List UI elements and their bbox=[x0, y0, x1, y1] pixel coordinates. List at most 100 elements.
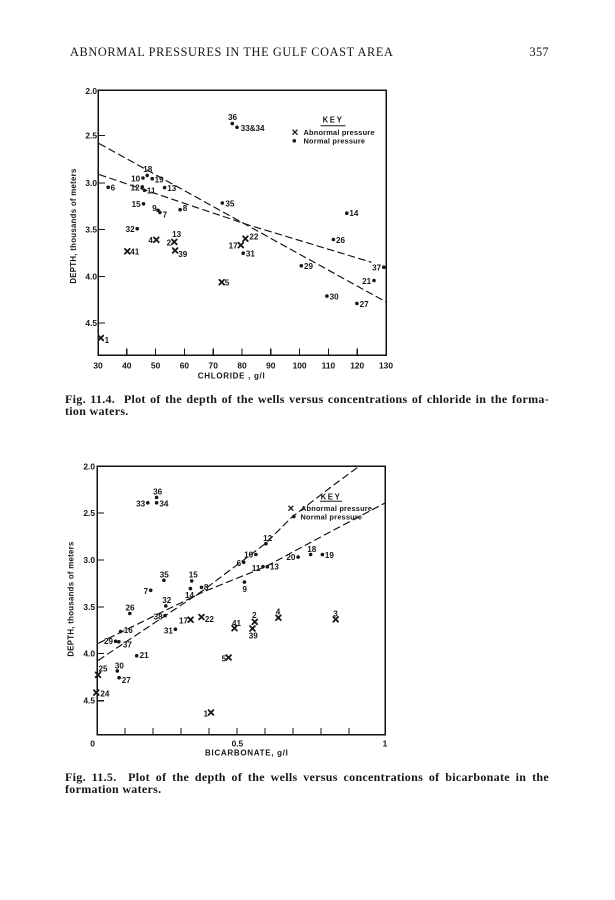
svg-text:26: 26 bbox=[336, 236, 346, 245]
svg-text:4.0: 4.0 bbox=[85, 272, 97, 282]
svg-text:33&34: 33&34 bbox=[241, 124, 265, 133]
svg-text:21: 21 bbox=[140, 651, 150, 660]
svg-text:17: 17 bbox=[179, 617, 189, 626]
svg-text:6: 6 bbox=[237, 559, 242, 568]
svg-text:25: 25 bbox=[98, 664, 108, 673]
svg-text:4: 4 bbox=[148, 236, 153, 245]
svg-text:5: 5 bbox=[222, 654, 227, 663]
svg-text:Abnormal pressure: Abnormal pressure bbox=[301, 504, 372, 513]
svg-text:2: 2 bbox=[167, 239, 172, 248]
svg-text:90: 90 bbox=[266, 361, 276, 371]
svg-text:4.0: 4.0 bbox=[83, 649, 95, 659]
svg-text:2: 2 bbox=[252, 611, 257, 620]
svg-text:37: 37 bbox=[123, 641, 133, 650]
svg-text:36: 36 bbox=[228, 113, 238, 122]
svg-text:30: 30 bbox=[330, 293, 340, 302]
svg-text:KEY: KEY bbox=[323, 116, 344, 125]
svg-text:2.0: 2.0 bbox=[85, 86, 97, 96]
svg-text:4: 4 bbox=[276, 608, 281, 617]
svg-text:35: 35 bbox=[160, 570, 170, 579]
svg-text:8: 8 bbox=[204, 583, 209, 592]
svg-text:6: 6 bbox=[111, 184, 116, 193]
svg-text:30: 30 bbox=[93, 361, 103, 371]
svg-text:70: 70 bbox=[209, 361, 219, 371]
svg-text:29: 29 bbox=[104, 637, 114, 646]
svg-text:39: 39 bbox=[178, 250, 188, 259]
svg-text:13: 13 bbox=[172, 230, 182, 239]
svg-text:19: 19 bbox=[325, 551, 335, 560]
svg-text:110: 110 bbox=[322, 361, 336, 371]
svg-text:0: 0 bbox=[90, 739, 95, 749]
svg-text:DEPTH, thousands of meters: DEPTH, thousands of meters bbox=[67, 541, 76, 657]
svg-text:DEPTH, thousands of meters: DEPTH, thousands of meters bbox=[69, 168, 78, 284]
svg-text:1: 1 bbox=[105, 336, 110, 345]
svg-text:0.5: 0.5 bbox=[232, 739, 244, 749]
svg-text:36: 36 bbox=[153, 488, 163, 497]
svg-text:40: 40 bbox=[122, 361, 132, 371]
svg-text:1: 1 bbox=[203, 710, 208, 719]
svg-text:30: 30 bbox=[115, 661, 125, 670]
svg-text:15: 15 bbox=[132, 200, 142, 209]
svg-text:11: 11 bbox=[252, 564, 261, 573]
svg-text:60: 60 bbox=[180, 361, 190, 371]
svg-text:3.5: 3.5 bbox=[83, 602, 95, 612]
svg-text:120: 120 bbox=[350, 361, 364, 371]
svg-text:15: 15 bbox=[189, 570, 199, 579]
svg-text:18: 18 bbox=[143, 165, 153, 174]
svg-text:Normal pressure: Normal pressure bbox=[304, 137, 366, 146]
svg-text:10: 10 bbox=[244, 551, 254, 560]
svg-text:41: 41 bbox=[130, 248, 140, 257]
svg-text:1: 1 bbox=[383, 739, 388, 749]
svg-text:7: 7 bbox=[144, 587, 149, 596]
svg-text:14: 14 bbox=[349, 209, 359, 218]
svg-text:14: 14 bbox=[185, 591, 195, 600]
svg-text:9: 9 bbox=[152, 204, 157, 213]
svg-text:3.5: 3.5 bbox=[85, 225, 97, 235]
svg-text:Abnormal pressure: Abnormal pressure bbox=[304, 128, 375, 137]
svg-text:2.0: 2.0 bbox=[83, 462, 95, 472]
svg-text:3.0: 3.0 bbox=[85, 178, 97, 188]
svg-text:KEY: KEY bbox=[321, 493, 342, 502]
svg-text:50: 50 bbox=[151, 361, 161, 371]
svg-text:35: 35 bbox=[225, 199, 235, 208]
svg-text:Normal pressure: Normal pressure bbox=[301, 513, 363, 522]
svg-text:13: 13 bbox=[270, 563, 280, 572]
svg-text:22: 22 bbox=[249, 233, 259, 242]
svg-text:11: 11 bbox=[147, 187, 156, 196]
svg-text:19: 19 bbox=[155, 175, 165, 184]
svg-text:12: 12 bbox=[263, 534, 273, 543]
svg-text:37: 37 bbox=[372, 264, 382, 273]
svg-text:13: 13 bbox=[167, 184, 177, 193]
svg-text:130: 130 bbox=[379, 361, 393, 371]
svg-text:31: 31 bbox=[246, 250, 256, 259]
svg-text:27: 27 bbox=[360, 300, 370, 309]
svg-text:17: 17 bbox=[229, 242, 239, 251]
svg-text:4.5: 4.5 bbox=[85, 318, 97, 328]
svg-text:16: 16 bbox=[124, 626, 134, 635]
svg-text:31: 31 bbox=[164, 627, 174, 636]
svg-text:3: 3 bbox=[333, 609, 338, 618]
svg-text:18: 18 bbox=[307, 545, 317, 554]
svg-text:39: 39 bbox=[249, 632, 259, 641]
svg-text:CHLORIDE , g/l: CHLORIDE , g/l bbox=[198, 372, 266, 381]
svg-text:32: 32 bbox=[126, 225, 136, 234]
svg-text:22: 22 bbox=[205, 615, 215, 624]
svg-text:BICARBONATE, g/l: BICARBONATE, g/l bbox=[205, 749, 289, 758]
svg-text:27: 27 bbox=[122, 676, 132, 685]
svg-text:10: 10 bbox=[131, 174, 141, 183]
svg-text:33: 33 bbox=[136, 500, 146, 509]
svg-text:32: 32 bbox=[162, 596, 172, 605]
svg-text:41: 41 bbox=[232, 619, 242, 628]
svg-text:38: 38 bbox=[154, 612, 164, 621]
svg-text:80: 80 bbox=[237, 361, 247, 371]
svg-text:34: 34 bbox=[159, 500, 169, 509]
svg-text:20: 20 bbox=[286, 553, 296, 562]
svg-text:21: 21 bbox=[362, 277, 372, 286]
svg-text:3.0: 3.0 bbox=[83, 555, 95, 565]
svg-text:29: 29 bbox=[304, 262, 314, 271]
svg-text:100: 100 bbox=[293, 361, 307, 371]
svg-text:2.5: 2.5 bbox=[83, 508, 95, 518]
svg-text:2.5: 2.5 bbox=[85, 131, 97, 141]
svg-text:24: 24 bbox=[100, 689, 110, 698]
svg-text:7: 7 bbox=[163, 210, 168, 219]
